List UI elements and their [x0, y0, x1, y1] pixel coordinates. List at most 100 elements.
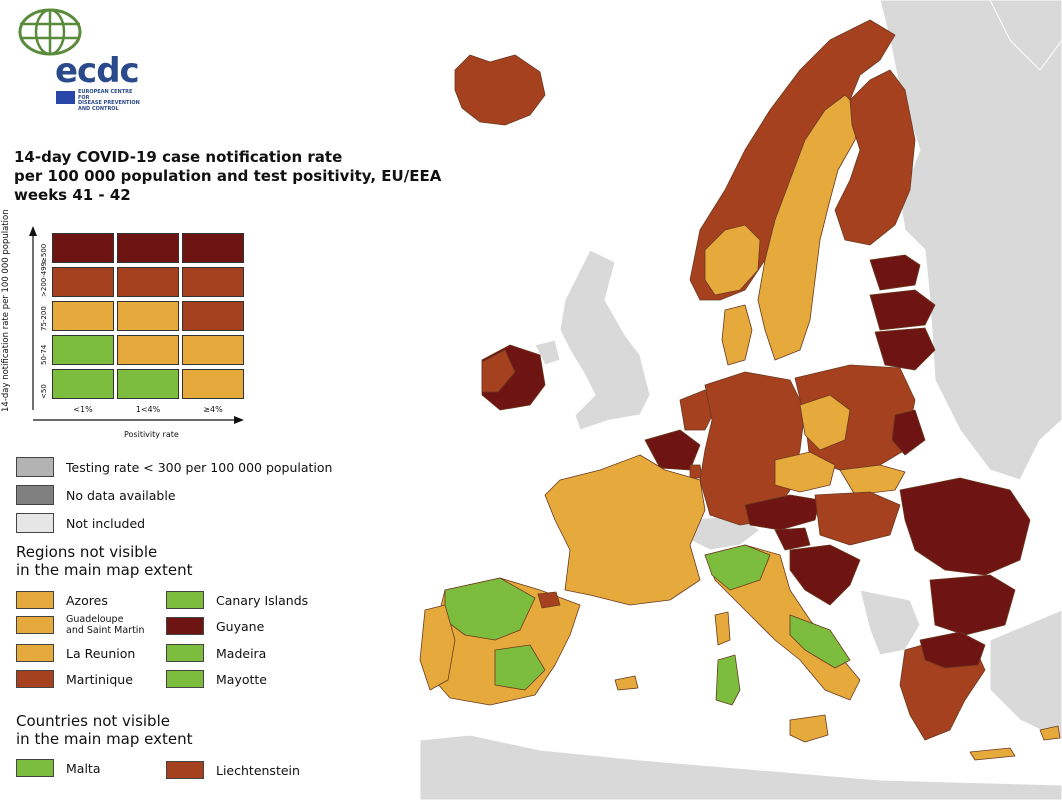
country-denmark: [721, 304, 753, 366]
swatch-liechtenstein: [166, 761, 204, 779]
country-italy-center-green: [789, 614, 851, 669]
regions-section-title: Regions not visible in the main map exte…: [16, 543, 193, 579]
grid-row-label: ≥500: [40, 243, 48, 263]
country-belgium: [644, 429, 701, 471]
swatch-mayotte: [166, 670, 204, 688]
logo-subtitle: EUROPEAN CENTRE FOR DISEASE PREVENTION A…: [78, 89, 140, 112]
grid-row-label: <50: [40, 384, 48, 399]
country-iceland: [454, 54, 546, 126]
map-title: 14-day COVID-19 case notification rate p…: [14, 148, 442, 204]
swatch-guadeloupe: [16, 616, 54, 634]
country-greece-north: [919, 631, 986, 669]
grid-cell: [117, 233, 179, 263]
country-crete: [969, 747, 1016, 761]
country-sicily: [789, 714, 829, 743]
country-poland-east-red: [891, 409, 926, 456]
countries: [419, 19, 1061, 761]
legend-testing-low: Testing rate < 300 per 100 000 populatio…: [16, 457, 332, 477]
swatch-la-reunion: [16, 644, 54, 662]
ecdc-logo: ecdc EUROPEAN CENTRE FOR DISEASE PREVENT…: [14, 6, 140, 111]
country-finland: [834, 69, 916, 246]
legend-no-data: No data available: [16, 485, 176, 505]
region-greenland-edge: [989, 0, 1062, 71]
country-spain-green-center: [494, 644, 546, 691]
grid-cell: [117, 369, 179, 399]
legend-martinique: Martinique: [16, 670, 133, 688]
country-bulgaria: [929, 574, 1016, 636]
grid-col-label: ≥4%: [203, 405, 223, 414]
swatch-azores: [16, 591, 54, 609]
grid-axes: [29, 226, 244, 424]
country-cyprus: [1039, 725, 1061, 741]
grid-cell: [52, 267, 114, 297]
region-turkey: [989, 609, 1062, 741]
not-included-regions: [419, 0, 1062, 800]
logo-wordmark: ecdc: [55, 51, 140, 91]
country-poland-yellow: [799, 394, 851, 451]
grid-cell: [52, 233, 114, 263]
globe-icon: [18, 8, 82, 56]
country-netherlands: [679, 389, 716, 431]
region-uk: [559, 249, 651, 431]
swatch-no-data: [16, 485, 54, 505]
country-luxembourg: [689, 464, 703, 479]
country-norway-south: [704, 224, 761, 296]
grid-col-label: 1<4%: [135, 405, 161, 414]
eu-flag-icon: [56, 91, 75, 104]
grid-cell: [52, 301, 114, 331]
country-slovenia: [774, 527, 811, 551]
grid-cell: [117, 301, 179, 331]
country-latvia: [869, 289, 936, 331]
country-basque-red: [537, 591, 561, 609]
countries-section-title: Countries not visible in the main map ex…: [16, 712, 193, 748]
grid-row-label: 50-74: [40, 344, 48, 365]
legend-azores: Azores: [16, 591, 108, 609]
region-north-africa: [419, 734, 1062, 800]
legend-guyane: Guyane: [166, 617, 264, 635]
swatch-malta: [16, 759, 54, 777]
grid-cell: [52, 335, 114, 365]
grid-row-label: 75-200: [40, 306, 48, 331]
country-slovakia: [839, 464, 906, 496]
legend-guadeloupe: Guadeloupe and Saint Martin: [16, 614, 144, 636]
legend-la-reunion: La Reunion: [16, 644, 135, 662]
swatch-canary-islands: [166, 591, 204, 609]
country-hungary: [814, 491, 901, 546]
swatch-martinique: [16, 670, 54, 688]
swatch-not-included: [16, 513, 54, 533]
grid-cell: [182, 335, 244, 365]
region-balkans-west: [859, 589, 921, 656]
country-lithuania: [874, 327, 936, 371]
grid-cell: [182, 369, 244, 399]
legend-mayotte: Mayotte: [166, 670, 267, 688]
legend-malta: Malta: [16, 759, 100, 777]
country-balearic: [614, 675, 639, 691]
grid-cell: [52, 369, 114, 399]
country-croatia: [789, 544, 861, 606]
country-france: [544, 454, 706, 606]
grid-cell: [182, 301, 244, 331]
grid-cell: [117, 267, 179, 297]
country-portugal: [419, 604, 456, 691]
legend-madeira: Madeira: [166, 644, 266, 662]
grid-col-label: <1%: [73, 405, 93, 414]
grid-cell: [182, 233, 244, 263]
grid-cell: [117, 335, 179, 365]
swatch-madeira: [166, 644, 204, 662]
grid-x-axis-title: Positivity rate: [124, 430, 179, 439]
country-sweden: [757, 94, 861, 361]
region-northern-ireland: [534, 339, 561, 366]
country-sardinia: [715, 654, 741, 706]
country-italy-north-green: [704, 544, 771, 591]
grid-cell: [182, 267, 244, 297]
country-ireland-west: [481, 349, 516, 393]
swatch-guyane: [166, 617, 204, 635]
country-estonia: [869, 254, 921, 291]
country-czechia: [774, 451, 836, 493]
country-austria: [744, 494, 821, 531]
grid-row-label: >200-499: [40, 261, 48, 297]
legend-canary-islands: Canary Islands: [166, 591, 308, 609]
legend-not-included: Not included: [16, 513, 145, 533]
legend-liechtenstein: Liechtenstein: [166, 761, 300, 779]
